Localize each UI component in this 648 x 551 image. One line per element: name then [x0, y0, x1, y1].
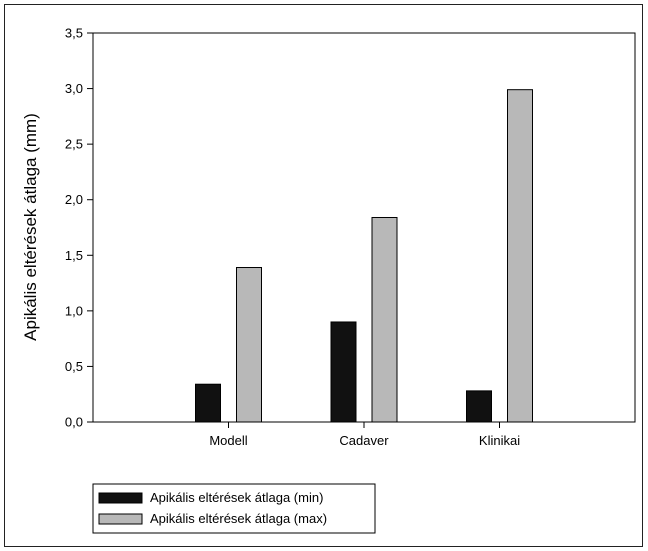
y-tick-label: 3,5 [65, 26, 83, 41]
y-tick-label: 2,0 [65, 192, 83, 207]
bar-min-klinikai [467, 391, 492, 422]
bar-max-modell [237, 268, 262, 422]
bar-chart: 0,0 0,5 1,0 1,5 2,0 2,5 3,0 3,5 Modell Cadaver Kl… [5, 5, 644, 548]
chart-frame: 0,0 0,5 1,0 1,5 2,0 2,5 3,0 3,5 Modell Cadaver Kl… [4, 4, 643, 547]
legend: Apikális eltérések átlaga (min) Apikális… [93, 484, 375, 533]
y-tick-label: 0,5 [65, 359, 83, 374]
y-tick-label: 0,0 [65, 415, 83, 430]
bar-min-modell [196, 384, 221, 422]
bar-max-klinikai [508, 90, 533, 422]
x-tick-label: Modell [209, 433, 247, 448]
y-tick-label: 1,5 [65, 248, 83, 263]
x-tick-label: Cadaver [339, 433, 389, 448]
y-tick-label: 2,5 [65, 137, 83, 152]
legend-label-min: Apikális eltérések átlaga (min) [150, 490, 323, 505]
x-axis: Modell Cadaver Klinikai [209, 422, 520, 448]
y-tick-label: 1,0 [65, 303, 83, 318]
legend-label-max: Apikális eltérések átlaga (max) [150, 511, 327, 526]
legend-swatch-min [99, 493, 142, 503]
x-tick-label: Klinikai [479, 433, 520, 448]
y-tick-label: 3,0 [65, 81, 83, 96]
legend-swatch-max [99, 514, 142, 524]
bar-max-cadaver [372, 217, 397, 422]
y-axis-title: Apikális eltérések átlaga (mm) [21, 113, 40, 341]
y-axis: 0,0 0,5 1,0 1,5 2,0 2,5 3,0 3,5 [65, 26, 93, 430]
bar-min-cadaver [331, 322, 356, 422]
plot-area [93, 33, 635, 422]
